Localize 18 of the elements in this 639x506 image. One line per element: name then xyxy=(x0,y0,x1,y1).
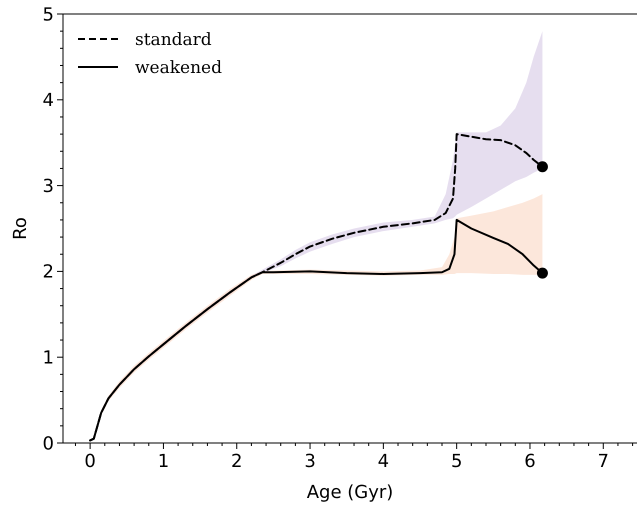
legend-label: weakened xyxy=(135,58,222,78)
x-tick-label: 6 xyxy=(524,451,536,472)
x-tick-label: 5 xyxy=(450,451,462,472)
x-tick-label: 3 xyxy=(304,451,316,472)
x-tick-label: 7 xyxy=(598,451,610,472)
x-tick-label: 2 xyxy=(231,451,242,472)
y-tick-label: 4 xyxy=(42,90,54,112)
y-axis-title: Ro xyxy=(10,217,31,240)
x-tick-label: 0 xyxy=(84,451,96,472)
x-tick-label: 4 xyxy=(378,451,390,472)
x-tick-label: 1 xyxy=(158,451,170,472)
y-tick-label: 1 xyxy=(42,348,54,368)
y-tick-label: 2 xyxy=(42,262,54,283)
y-tick-label: 5 xyxy=(42,4,54,26)
legend-label: standard xyxy=(135,30,212,50)
y-tick-label: 3 xyxy=(42,176,54,197)
x-axis-title: Age (Gyr) xyxy=(306,482,394,503)
y-tick-label: 0 xyxy=(42,433,54,454)
